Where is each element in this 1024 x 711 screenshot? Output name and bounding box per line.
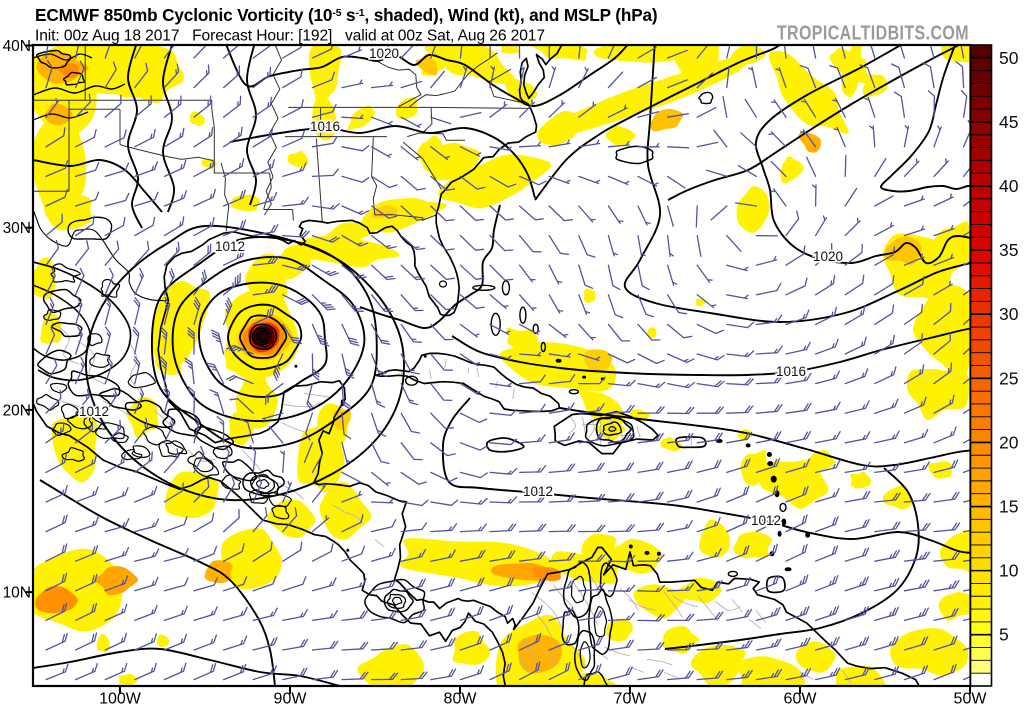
svg-text:5: 5	[999, 625, 1009, 645]
svg-text:35: 35	[999, 240, 1018, 260]
svg-text:1020: 1020	[369, 46, 399, 61]
svg-text:50: 50	[999, 48, 1019, 68]
svg-text:1012: 1012	[523, 484, 553, 499]
svg-text:ECMWF 850mb Cyclonic Vorticity: ECMWF 850mb Cyclonic Vorticity (10-5 s-1…	[35, 5, 658, 25]
svg-text:10: 10	[999, 561, 1019, 581]
svg-text:30N: 30N	[3, 220, 31, 237]
svg-text:100W: 100W	[99, 691, 142, 707]
svg-text:1016: 1016	[776, 364, 806, 379]
svg-text:15: 15	[999, 497, 1018, 517]
svg-text:50W: 50W	[954, 691, 988, 707]
svg-text:25: 25	[999, 368, 1018, 388]
svg-text:1012: 1012	[215, 239, 245, 254]
svg-text:70W: 70W	[614, 691, 648, 707]
svg-text:1012: 1012	[751, 513, 781, 528]
svg-text:20N: 20N	[3, 402, 31, 419]
svg-text:1012: 1012	[79, 404, 109, 419]
svg-text:90W: 90W	[274, 691, 308, 707]
svg-text:20: 20	[999, 432, 1019, 452]
svg-text:1016: 1016	[310, 119, 340, 134]
svg-text:60W: 60W	[784, 691, 818, 707]
svg-text:TROPICALTIDBITS.COM: TROPICALTIDBITS.COM	[777, 22, 969, 44]
svg-text:45: 45	[999, 112, 1018, 132]
svg-text:40: 40	[999, 176, 1019, 196]
svg-text:1020: 1020	[813, 249, 843, 264]
svg-text:Init: 00z Aug 18 2017 Foreca: Init: 00z Aug 18 2017 Forecast Hour: [19…	[35, 28, 545, 45]
svg-text:30: 30	[999, 304, 1019, 324]
svg-text:80W: 80W	[444, 691, 478, 707]
svg-text:40N: 40N	[3, 38, 31, 55]
svg-text:10N: 10N	[3, 585, 31, 602]
